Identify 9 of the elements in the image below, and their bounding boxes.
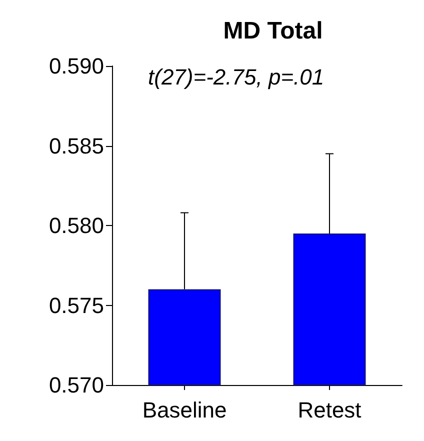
chart-title: MD Total xyxy=(223,18,323,44)
x-tick-label: Retest xyxy=(298,398,362,422)
y-tick-label: 0.585 xyxy=(48,133,104,158)
y-tick-label: 0.575 xyxy=(48,292,104,318)
y-tick-label: 0.570 xyxy=(48,372,104,398)
x-tick-label: Baseline xyxy=(142,398,227,422)
annotation: t(27)=-2.75, p=.01 xyxy=(148,64,324,90)
y-tick-label: 0.580 xyxy=(48,213,104,238)
y-tick-label: 0.590 xyxy=(48,54,104,78)
